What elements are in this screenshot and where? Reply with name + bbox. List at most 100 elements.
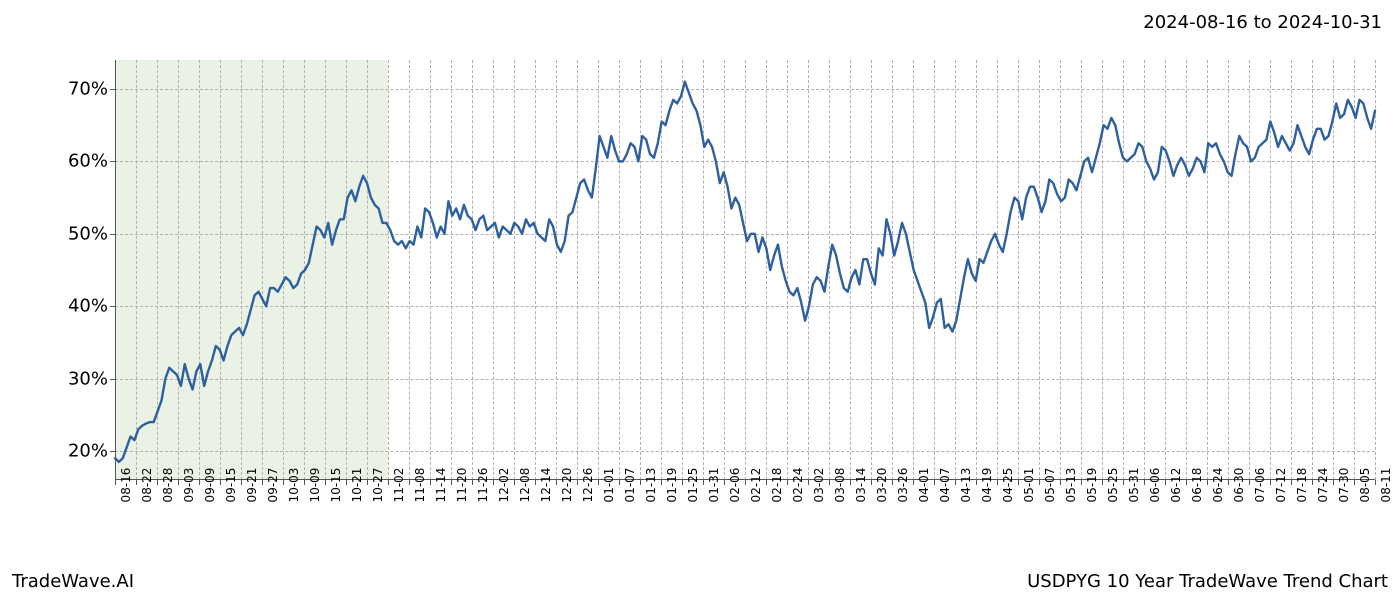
x-tick-mark <box>1312 480 1313 485</box>
x-tick-mark <box>241 480 242 485</box>
x-tick-label: 04-25 <box>1001 468 1015 503</box>
x-tick-mark <box>451 480 452 485</box>
y-tick-label: 20% <box>53 441 108 462</box>
x-tick-label: 03-02 <box>812 468 826 503</box>
x-tick-label: 09-21 <box>245 468 259 503</box>
x-tick-mark <box>934 480 935 485</box>
x-tick-label: 07-18 <box>1295 468 1309 503</box>
y-tick-mark <box>110 234 115 235</box>
x-tick-mark <box>493 480 494 485</box>
x-tick-label: 04-19 <box>980 468 994 503</box>
x-tick-mark <box>1333 480 1334 485</box>
x-tick-mark <box>955 480 956 485</box>
x-tick-mark <box>262 480 263 485</box>
x-tick-mark <box>787 480 788 485</box>
x-tick-label: 01-07 <box>623 468 637 503</box>
x-tick-label: 06-24 <box>1211 468 1225 503</box>
x-tick-label: 03-26 <box>896 468 910 503</box>
y-tick-label: 40% <box>53 296 108 317</box>
x-tick-mark <box>136 480 137 485</box>
x-tick-label: 09-03 <box>182 468 196 503</box>
x-tick-mark <box>283 480 284 485</box>
y-tick-label: 30% <box>53 368 108 389</box>
x-tick-label: 05-01 <box>1022 468 1036 503</box>
x-tick-mark <box>829 480 830 485</box>
footer-brand: TradeWave.AI <box>12 571 134 592</box>
x-tick-label: 08-05 <box>1358 468 1372 503</box>
x-tick-mark <box>430 480 431 485</box>
x-tick-mark <box>472 480 473 485</box>
x-tick-label: 08-11 <box>1379 468 1393 503</box>
x-tick-label: 09-27 <box>266 468 280 503</box>
x-tick-mark <box>850 480 851 485</box>
series-line <box>115 82 1375 462</box>
x-tick-mark <box>1207 480 1208 485</box>
x-tick-label: 12-26 <box>581 468 595 503</box>
y-tick-label: 70% <box>53 78 108 99</box>
x-tick-mark <box>1354 480 1355 485</box>
x-tick-label: 08-16 <box>119 468 133 503</box>
x-tick-mark <box>619 480 620 485</box>
x-tick-mark <box>598 480 599 485</box>
x-tick-label: 10-03 <box>287 468 301 503</box>
x-tick-label: 02-24 <box>791 468 805 503</box>
x-tick-label: 04-01 <box>917 468 931 503</box>
x-tick-mark <box>199 480 200 485</box>
x-tick-mark <box>1165 480 1166 485</box>
x-tick-mark <box>997 480 998 485</box>
y-tick-mark <box>110 379 115 380</box>
x-tick-label: 12-02 <box>497 468 511 503</box>
x-tick-label: 04-07 <box>938 468 952 503</box>
x-tick-mark <box>346 480 347 485</box>
x-tick-label: 02-18 <box>770 468 784 503</box>
x-tick-mark <box>1186 480 1187 485</box>
x-tick-label: 05-07 <box>1043 468 1057 503</box>
x-tick-label: 11-14 <box>434 468 448 503</box>
x-tick-mark <box>220 480 221 485</box>
x-tick-label: 02-06 <box>728 468 742 503</box>
x-tick-mark <box>682 480 683 485</box>
x-tick-mark <box>157 480 158 485</box>
x-tick-mark <box>1039 480 1040 485</box>
x-tick-label: 07-24 <box>1316 468 1330 503</box>
x-tick-label: 12-20 <box>560 468 574 503</box>
y-tick-mark <box>110 306 115 307</box>
x-tick-mark <box>808 480 809 485</box>
x-tick-mark <box>1102 480 1103 485</box>
x-tick-label: 05-31 <box>1127 468 1141 503</box>
x-tick-mark <box>892 480 893 485</box>
x-tick-label: 07-06 <box>1253 468 1267 503</box>
x-tick-mark <box>913 480 914 485</box>
x-tick-mark <box>1228 480 1229 485</box>
x-tick-label: 03-08 <box>833 468 847 503</box>
x-tick-label: 06-06 <box>1148 468 1162 503</box>
x-tick-label: 11-20 <box>455 468 469 503</box>
x-tick-label: 08-22 <box>140 468 154 503</box>
x-tick-label: 09-15 <box>224 468 238 503</box>
x-tick-label: 04-13 <box>959 468 973 503</box>
x-tick-label: 10-21 <box>350 468 364 503</box>
x-tick-mark <box>556 480 557 485</box>
x-tick-mark <box>640 480 641 485</box>
x-tick-mark <box>724 480 725 485</box>
x-tick-mark <box>1249 480 1250 485</box>
x-tick-mark <box>115 480 116 485</box>
x-tick-label: 01-25 <box>686 468 700 503</box>
x-tick-label: 05-19 <box>1085 468 1099 503</box>
x-tick-label: 11-02 <box>392 468 406 503</box>
x-tick-mark <box>745 480 746 485</box>
x-tick-label: 11-26 <box>476 468 490 503</box>
x-tick-mark <box>871 480 872 485</box>
x-tick-mark <box>703 480 704 485</box>
x-tick-label: 09-09 <box>203 468 217 503</box>
x-tick-label: 10-27 <box>371 468 385 503</box>
x-tick-label: 07-30 <box>1337 468 1351 503</box>
x-tick-mark <box>766 480 767 485</box>
x-tick-mark <box>976 480 977 485</box>
x-tick-label: 11-08 <box>413 468 427 503</box>
y-tick-mark <box>110 89 115 90</box>
x-tick-mark <box>1291 480 1292 485</box>
x-tick-label: 05-25 <box>1106 468 1120 503</box>
x-tick-label: 06-12 <box>1169 468 1183 503</box>
x-tick-label: 03-20 <box>875 468 889 503</box>
